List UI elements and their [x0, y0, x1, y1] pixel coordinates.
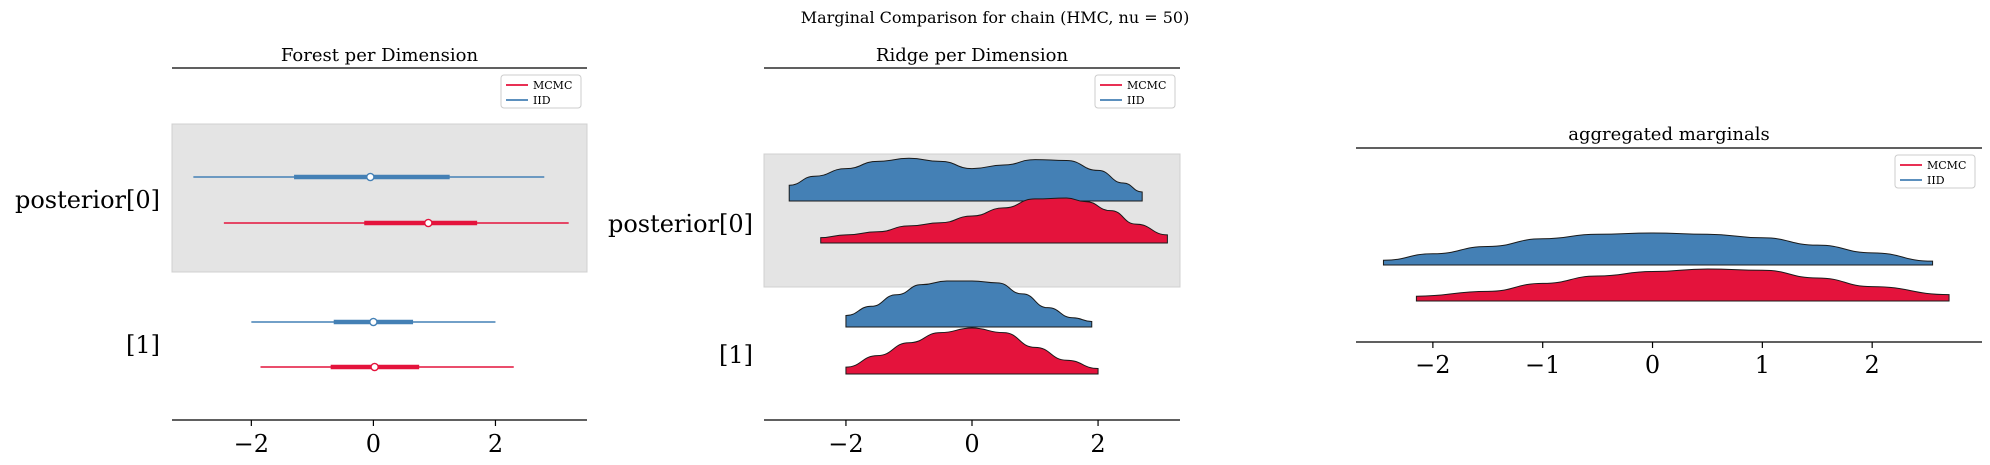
median-point	[366, 172, 375, 182]
density-ridge-iid	[788, 157, 1143, 202]
x-tick-label: 0	[964, 430, 979, 458]
row-label: posterior[0]	[15, 186, 160, 214]
row-label: posterior[0]	[608, 210, 753, 238]
median-point	[369, 317, 378, 327]
density-ridge-iid	[1382, 232, 1934, 266]
legend-label: IID	[533, 94, 551, 107]
row-label: [1]	[719, 341, 753, 369]
x-tick-label: 1	[1755, 351, 1770, 379]
x-tick-label: −2	[1415, 351, 1450, 379]
x-tick-label: 2	[1865, 351, 1880, 379]
legend-label: MCMC	[533, 79, 572, 92]
subplot-title: Ridge per Dimension	[876, 45, 1069, 66]
x-tick-label: 2	[488, 430, 503, 458]
x-tick-label: 2	[1090, 430, 1105, 458]
density-ridge-iid	[845, 280, 1093, 328]
legend-label: IID	[1127, 94, 1145, 107]
legend-label: MCMC	[1127, 79, 1166, 92]
subplot-title: Forest per Dimension	[281, 45, 479, 66]
figure-title: Marginal Comparison for chain (HMC, nu =…	[800, 8, 1190, 27]
median-point	[370, 362, 379, 372]
row-label: [1]	[126, 331, 160, 359]
median-point	[424, 218, 433, 228]
row-band	[171, 123, 588, 273]
x-tick-label: −2	[234, 430, 269, 458]
x-tick-label: −2	[828, 430, 863, 458]
density-ridge-mcmc	[845, 327, 1099, 375]
x-tick-label: 0	[366, 430, 381, 458]
subplot-title: aggregated marginals	[1568, 124, 1769, 145]
density-ridge-mcmc	[1415, 268, 1950, 302]
density-ridge-mcmc	[820, 197, 1168, 244]
x-tick-label: 0	[1645, 351, 1660, 379]
legend-label: IID	[1927, 174, 1945, 187]
x-tick-label: −1	[1525, 351, 1560, 379]
legend-label: MCMC	[1927, 159, 1966, 172]
